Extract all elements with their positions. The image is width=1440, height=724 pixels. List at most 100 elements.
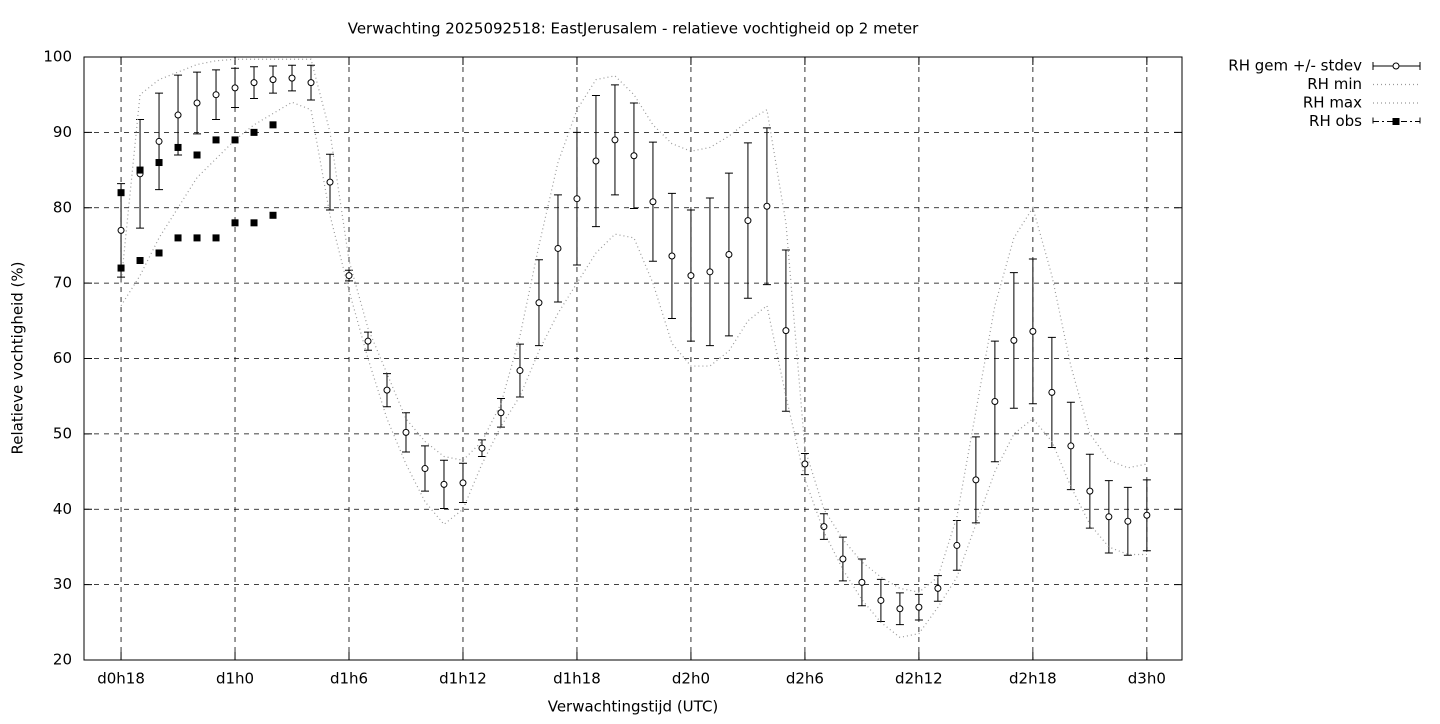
mean-point bbox=[649, 198, 657, 206]
mean-point bbox=[839, 555, 847, 563]
mean-point bbox=[1048, 388, 1056, 396]
mean-point bbox=[478, 444, 486, 452]
mean-point bbox=[459, 479, 467, 487]
mean-point bbox=[725, 250, 733, 258]
obs-point bbox=[136, 166, 144, 174]
mean-point bbox=[155, 137, 163, 145]
obs-point bbox=[269, 121, 277, 129]
x-tick-label: d1h12 bbox=[439, 670, 487, 688]
mean-point bbox=[1067, 442, 1075, 450]
mean-point bbox=[383, 386, 391, 394]
mean-point bbox=[1105, 513, 1113, 521]
legend-swatch bbox=[1392, 62, 1400, 70]
mean-point bbox=[117, 226, 125, 234]
mean-point bbox=[934, 584, 942, 592]
mean-point bbox=[326, 178, 334, 186]
mean-point bbox=[573, 195, 581, 203]
mean-point bbox=[1086, 487, 1094, 495]
mean-point bbox=[1124, 517, 1132, 525]
mean-point bbox=[269, 76, 277, 84]
mean-point bbox=[877, 596, 885, 604]
obs-point bbox=[193, 234, 201, 242]
obs-point bbox=[231, 136, 239, 144]
mean-point bbox=[535, 299, 543, 307]
x-tick-label: d1h0 bbox=[216, 670, 254, 688]
mean-point bbox=[402, 428, 410, 436]
y-axis-label: Relatieve vochtigheid (%) bbox=[9, 261, 27, 454]
y-tick-label: 90 bbox=[53, 123, 72, 141]
obs-point bbox=[117, 189, 125, 197]
legend-label: RH obs bbox=[1309, 112, 1362, 130]
mean-point bbox=[972, 476, 980, 484]
mean-point bbox=[630, 152, 638, 160]
mean-point bbox=[212, 91, 220, 99]
x-tick-label: d0h18 bbox=[97, 670, 145, 688]
mean-point bbox=[782, 327, 790, 335]
mean-point bbox=[706, 268, 714, 276]
mean-point bbox=[820, 523, 828, 531]
y-tick-label: 50 bbox=[53, 424, 72, 442]
mean-point bbox=[231, 84, 239, 92]
y-tick-label: 100 bbox=[43, 48, 72, 66]
mean-point bbox=[421, 465, 429, 473]
mean-point bbox=[744, 217, 752, 225]
obs-point bbox=[193, 151, 201, 159]
range-line bbox=[120, 101, 1147, 639]
x-axis-label: Verwachtingstijd (UTC) bbox=[548, 698, 719, 716]
mean-point bbox=[554, 244, 562, 252]
mean-point bbox=[953, 541, 961, 549]
mean-point bbox=[763, 202, 771, 210]
mean-point bbox=[364, 337, 372, 345]
obs-point bbox=[174, 234, 182, 242]
legend-label: RH gem +/- stdev bbox=[1228, 57, 1362, 75]
mean-point bbox=[611, 136, 619, 144]
mean-point bbox=[307, 79, 315, 87]
mean-point bbox=[1029, 327, 1037, 335]
legend-label: RH max bbox=[1303, 94, 1362, 112]
x-tick-label: d2h12 bbox=[895, 670, 943, 688]
mean-point bbox=[345, 272, 353, 280]
y-tick-label: 20 bbox=[53, 651, 72, 669]
obs-point bbox=[174, 143, 182, 151]
mean-point bbox=[592, 157, 600, 165]
mean-point bbox=[440, 480, 448, 488]
x-tick-label: d2h0 bbox=[672, 670, 710, 688]
x-tick-label: d2h18 bbox=[1009, 670, 1057, 688]
obs-point bbox=[136, 257, 144, 265]
obs-point bbox=[117, 264, 125, 272]
legend-label: RH min bbox=[1307, 75, 1362, 93]
x-tick-label: d1h18 bbox=[553, 670, 601, 688]
y-tick-label: 40 bbox=[53, 500, 72, 518]
mean-point bbox=[497, 409, 505, 417]
obs-point bbox=[231, 219, 239, 227]
mean-point bbox=[1010, 336, 1018, 344]
y-tick-label: 70 bbox=[53, 274, 72, 292]
mean-point bbox=[991, 397, 999, 405]
obs-point bbox=[212, 136, 220, 144]
mean-point bbox=[801, 460, 809, 468]
mean-point bbox=[858, 578, 866, 586]
mean-point bbox=[668, 252, 676, 260]
obs-point bbox=[250, 128, 258, 136]
mean-point bbox=[174, 111, 182, 119]
mean-point bbox=[896, 605, 904, 613]
obs-point bbox=[212, 234, 220, 242]
chart-title: Verwachting 2025092518: EastJerusalem - … bbox=[348, 20, 919, 38]
y-tick-label: 60 bbox=[53, 349, 72, 367]
y-tick-label: 30 bbox=[53, 575, 72, 593]
mean-point bbox=[1143, 511, 1151, 519]
mean-point bbox=[915, 603, 923, 611]
obs-point bbox=[269, 211, 277, 219]
mean-point bbox=[288, 74, 296, 82]
mean-point bbox=[250, 79, 258, 87]
obs-point bbox=[155, 249, 163, 257]
x-tick-label: d3h0 bbox=[1128, 670, 1166, 688]
plot-frame bbox=[83, 56, 1183, 661]
x-tick-label: d2h6 bbox=[786, 670, 824, 688]
x-tick-label: d1h6 bbox=[330, 670, 368, 688]
legend-swatch bbox=[1392, 118, 1400, 125]
mean-point bbox=[687, 272, 695, 280]
obs-point bbox=[250, 219, 258, 227]
